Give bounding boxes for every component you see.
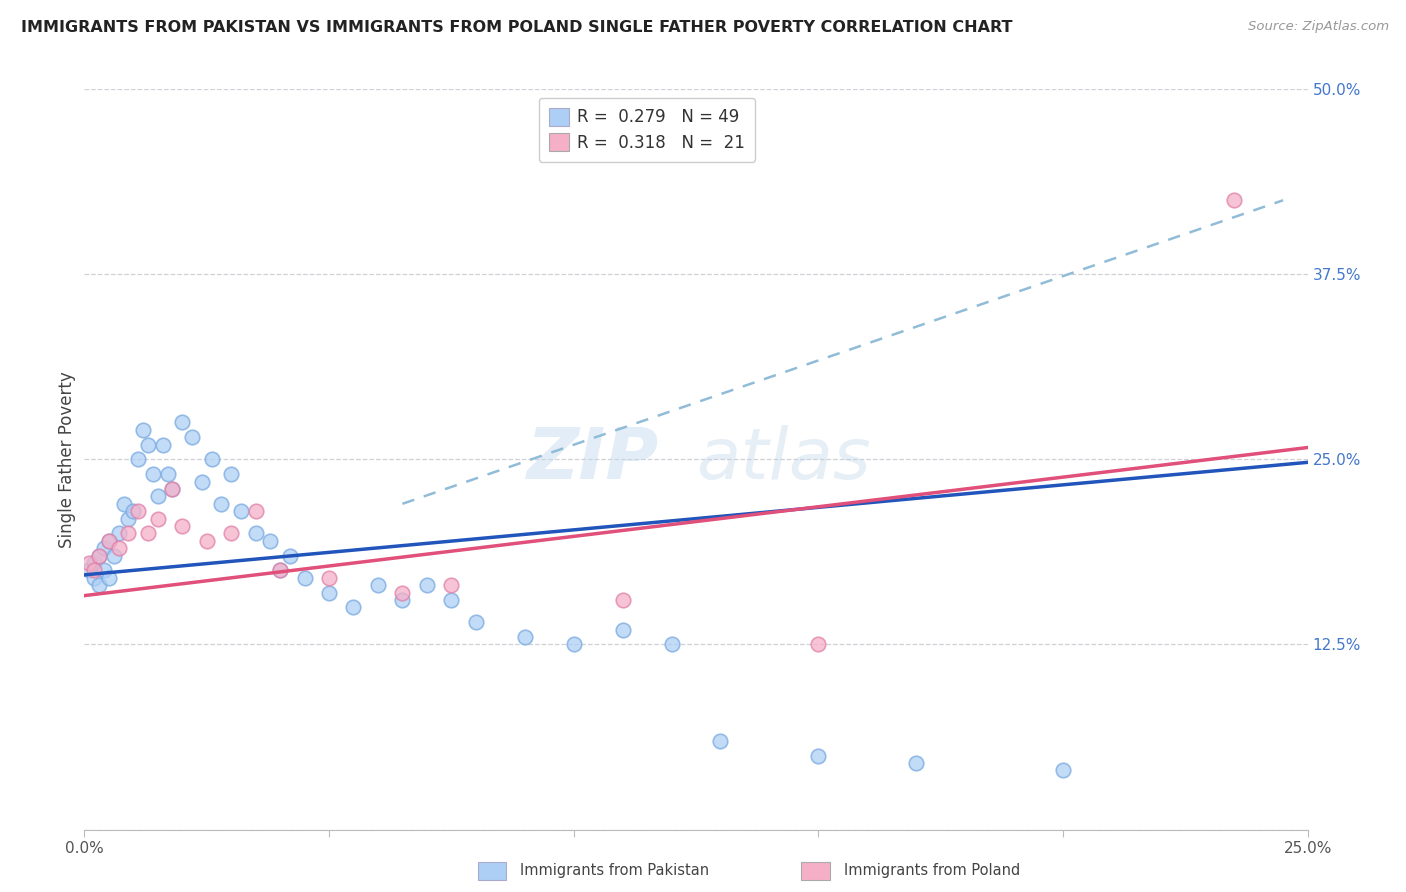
Point bbox=[152, 437, 174, 451]
Point bbox=[391, 593, 413, 607]
Text: ZIP: ZIP bbox=[527, 425, 659, 494]
Point bbox=[1223, 194, 1246, 208]
Point bbox=[172, 415, 194, 429]
Point bbox=[136, 526, 159, 541]
Point bbox=[97, 533, 120, 548]
Legend: R =  0.279   N = 49, R =  0.318   N =  21: R = 0.279 N = 49, R = 0.318 N = 21 bbox=[538, 97, 755, 161]
Point bbox=[87, 578, 110, 592]
Point bbox=[318, 571, 340, 585]
Point bbox=[440, 593, 463, 607]
Text: atlas: atlas bbox=[696, 425, 870, 494]
Point bbox=[127, 504, 149, 518]
Point bbox=[77, 564, 100, 578]
Point bbox=[464, 615, 486, 630]
Point bbox=[156, 467, 179, 482]
Point bbox=[77, 556, 100, 570]
Point bbox=[103, 549, 125, 563]
Point bbox=[416, 578, 439, 592]
Text: Source: ZipAtlas.com: Source: ZipAtlas.com bbox=[1249, 20, 1389, 33]
Point bbox=[661, 637, 683, 651]
Point bbox=[807, 637, 830, 651]
Point bbox=[87, 549, 110, 563]
Point bbox=[87, 549, 110, 563]
Point bbox=[612, 623, 634, 637]
Point bbox=[93, 564, 115, 578]
Point bbox=[107, 526, 129, 541]
Y-axis label: Single Father Poverty: Single Father Poverty bbox=[58, 371, 76, 548]
Point bbox=[83, 564, 105, 578]
Point bbox=[905, 756, 928, 770]
Point bbox=[83, 571, 105, 585]
Point bbox=[181, 430, 204, 444]
Point bbox=[122, 504, 145, 518]
Point bbox=[440, 578, 463, 592]
Point bbox=[391, 585, 413, 599]
Point bbox=[162, 482, 184, 496]
Point bbox=[195, 533, 218, 548]
Text: IMMIGRANTS FROM PAKISTAN VS IMMIGRANTS FROM POLAND SINGLE FATHER POVERTY CORRELA: IMMIGRANTS FROM PAKISTAN VS IMMIGRANTS F… bbox=[21, 20, 1012, 35]
Point bbox=[127, 452, 149, 467]
Point bbox=[142, 467, 165, 482]
Point bbox=[146, 489, 169, 503]
Point bbox=[294, 571, 316, 585]
Point bbox=[136, 437, 159, 451]
Point bbox=[209, 497, 232, 511]
Point bbox=[562, 637, 585, 651]
Point bbox=[259, 533, 281, 548]
Point bbox=[278, 549, 301, 563]
Point bbox=[245, 504, 267, 518]
Point bbox=[709, 733, 731, 747]
Point bbox=[269, 564, 291, 578]
Point bbox=[97, 533, 120, 548]
Point bbox=[318, 585, 340, 599]
Point bbox=[269, 564, 291, 578]
Point bbox=[229, 504, 252, 518]
Point bbox=[245, 526, 267, 541]
Point bbox=[219, 467, 242, 482]
Point bbox=[513, 630, 536, 644]
Point bbox=[200, 452, 222, 467]
Point bbox=[117, 526, 139, 541]
Point bbox=[132, 423, 155, 437]
Text: Immigrants from Poland: Immigrants from Poland bbox=[844, 863, 1019, 878]
Point bbox=[807, 748, 830, 763]
Point bbox=[93, 541, 115, 556]
Point bbox=[191, 475, 214, 489]
Point bbox=[367, 578, 389, 592]
Point bbox=[83, 556, 105, 570]
Point bbox=[112, 497, 135, 511]
Point bbox=[162, 482, 184, 496]
Point bbox=[117, 511, 139, 525]
Point bbox=[1052, 764, 1074, 778]
Point bbox=[219, 526, 242, 541]
Point bbox=[342, 600, 364, 615]
Point bbox=[172, 519, 194, 533]
Point bbox=[107, 541, 129, 556]
Point bbox=[97, 571, 120, 585]
Point bbox=[146, 511, 169, 525]
Text: Immigrants from Pakistan: Immigrants from Pakistan bbox=[520, 863, 710, 878]
Point bbox=[612, 593, 634, 607]
